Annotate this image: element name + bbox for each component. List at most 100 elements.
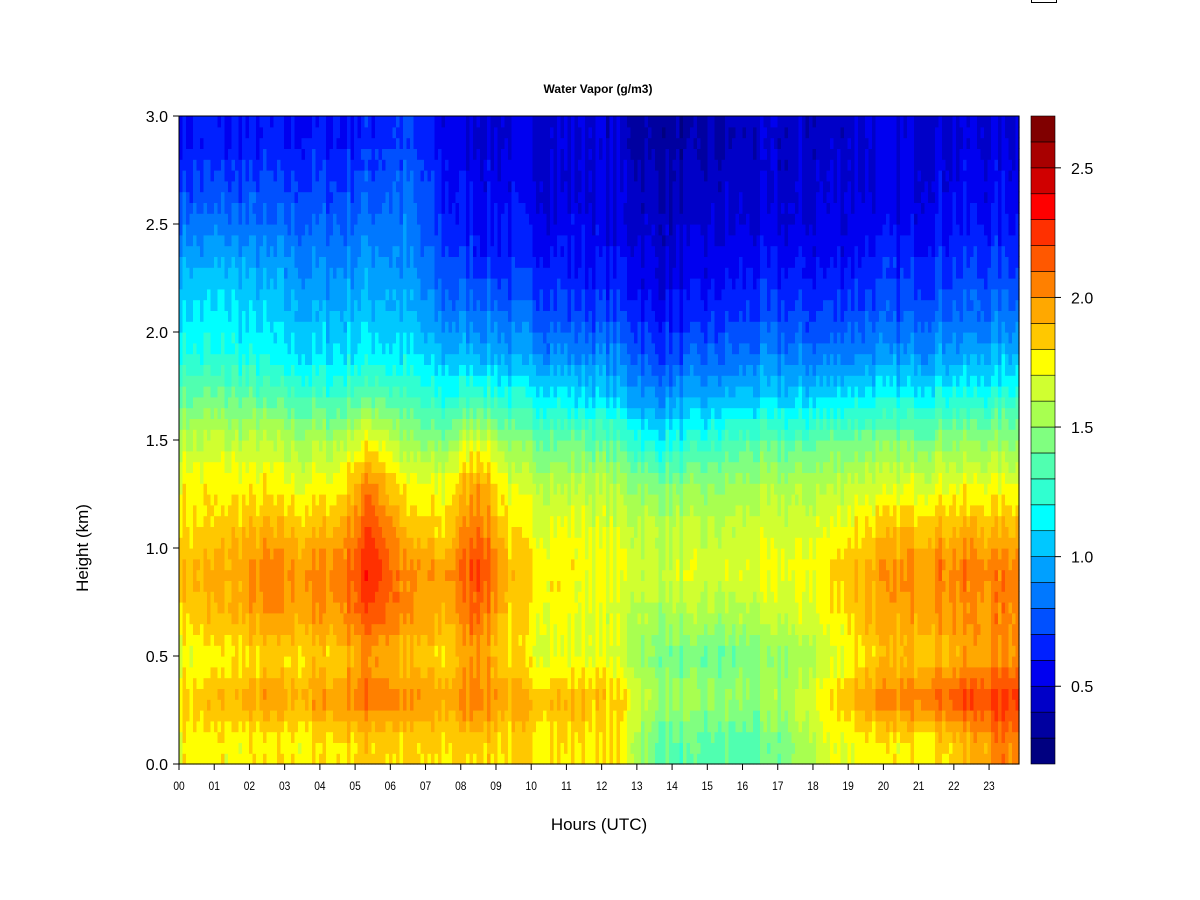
heatmap-cell [410, 278, 415, 290]
heatmap-cell [235, 278, 240, 290]
heatmap-cell [196, 515, 201, 527]
heatmap-cell [294, 126, 299, 139]
heatmap-cell [266, 483, 271, 495]
heatmap-cell [466, 472, 471, 484]
heatmap-cell [196, 720, 201, 733]
heatmap-cell [280, 278, 285, 290]
heatmap-cell [382, 602, 387, 614]
heatmap-cell [256, 450, 261, 463]
heatmap-cell [424, 213, 429, 225]
heatmap-cell [231, 720, 236, 733]
heatmap-cell [263, 558, 268, 571]
heatmap-cell [315, 591, 320, 603]
heatmap-cell [308, 396, 313, 409]
heatmap-cell [333, 602, 338, 614]
heatmap-cell [319, 278, 324, 290]
heatmap-cell [333, 396, 338, 409]
heatmap-cell [277, 429, 282, 441]
heatmap-cell [179, 407, 184, 419]
heatmap-cell [385, 353, 390, 365]
heatmap-cell [406, 191, 411, 203]
heatmap-cell [396, 537, 401, 549]
heatmap-cell [399, 699, 404, 711]
heatmap-cell [263, 548, 268, 560]
heatmap-cell [326, 332, 331, 344]
heatmap-cell [308, 731, 313, 743]
heatmap-cell [375, 396, 380, 409]
heatmap-cell [392, 710, 397, 722]
heatmap-cell [448, 213, 453, 225]
heatmap-cell [354, 224, 359, 236]
heatmap-cell [266, 267, 271, 279]
heatmap-cell [375, 645, 380, 657]
heatmap-cell [427, 602, 432, 614]
heatmap-cell [238, 461, 243, 473]
heatmap-cell [301, 450, 306, 463]
heatmap-cell [193, 656, 198, 668]
heatmap-cell [452, 483, 457, 495]
heatmap-cell [424, 224, 429, 236]
heatmap-cell [326, 288, 331, 301]
heatmap-cell [371, 191, 376, 203]
heatmap-cell [217, 483, 222, 495]
heatmap-cell [417, 753, 422, 765]
heatmap-cell [354, 656, 359, 668]
heatmap-cell [368, 202, 373, 214]
heatmap-cell [438, 548, 443, 560]
heatmap-cell [238, 396, 243, 409]
heatmap-cell [182, 321, 187, 333]
heatmap-cell [452, 332, 457, 344]
heatmap-cell [319, 191, 324, 203]
heatmap-cell [438, 267, 443, 279]
heatmap-cell [319, 731, 324, 743]
heatmap-cell [364, 202, 369, 214]
heatmap-cell [319, 558, 324, 571]
heatmap-cell [252, 602, 257, 614]
heatmap-cell [396, 450, 401, 463]
heatmap-cell [326, 375, 331, 387]
heatmap-cell [326, 386, 331, 398]
heatmap-cell [364, 321, 369, 333]
heatmap-cell [347, 407, 352, 419]
heatmap-cell [280, 429, 285, 441]
heatmap-cell [347, 137, 352, 149]
heatmap-cell [284, 234, 289, 247]
heatmap-cell [210, 666, 215, 679]
heatmap-cell [259, 656, 264, 668]
heatmap-cell [420, 429, 425, 441]
heatmap-cell [294, 699, 299, 711]
heatmap-cell [399, 353, 404, 365]
heatmap-cell [200, 494, 205, 506]
heatmap-cell [420, 321, 425, 333]
heatmap-cell [319, 288, 324, 301]
heatmap-cell [413, 731, 418, 743]
heatmap-cell [242, 375, 247, 387]
heatmap-cell [431, 461, 436, 473]
heatmap-cell [189, 440, 194, 452]
heatmap-cell [287, 494, 292, 506]
heatmap-cell [368, 472, 373, 484]
heatmap-cell [417, 332, 422, 344]
heatmap-cell [235, 623, 240, 635]
heatmap-cell [403, 515, 408, 527]
heatmap-cell [343, 558, 348, 571]
heatmap-cell [378, 720, 383, 733]
heatmap-cell [280, 159, 285, 171]
heatmap-cell [385, 278, 390, 290]
heatmap-cell [455, 591, 460, 603]
heatmap-cell [287, 245, 292, 257]
heatmap-cell [371, 677, 376, 689]
heatmap-cell [389, 256, 394, 268]
heatmap-cell [459, 569, 464, 581]
heatmap-cell [403, 602, 408, 614]
heatmap-cell [399, 504, 404, 517]
heatmap-cell [424, 677, 429, 689]
heatmap-cell [263, 170, 268, 182]
heatmap-cell [420, 656, 425, 668]
heatmap-cell [182, 720, 187, 733]
heatmap-cell [368, 137, 373, 149]
heatmap-cell [368, 353, 373, 365]
heatmap-cell [410, 699, 415, 711]
heatmap-cell [270, 731, 275, 743]
heatmap-cell [270, 191, 275, 203]
